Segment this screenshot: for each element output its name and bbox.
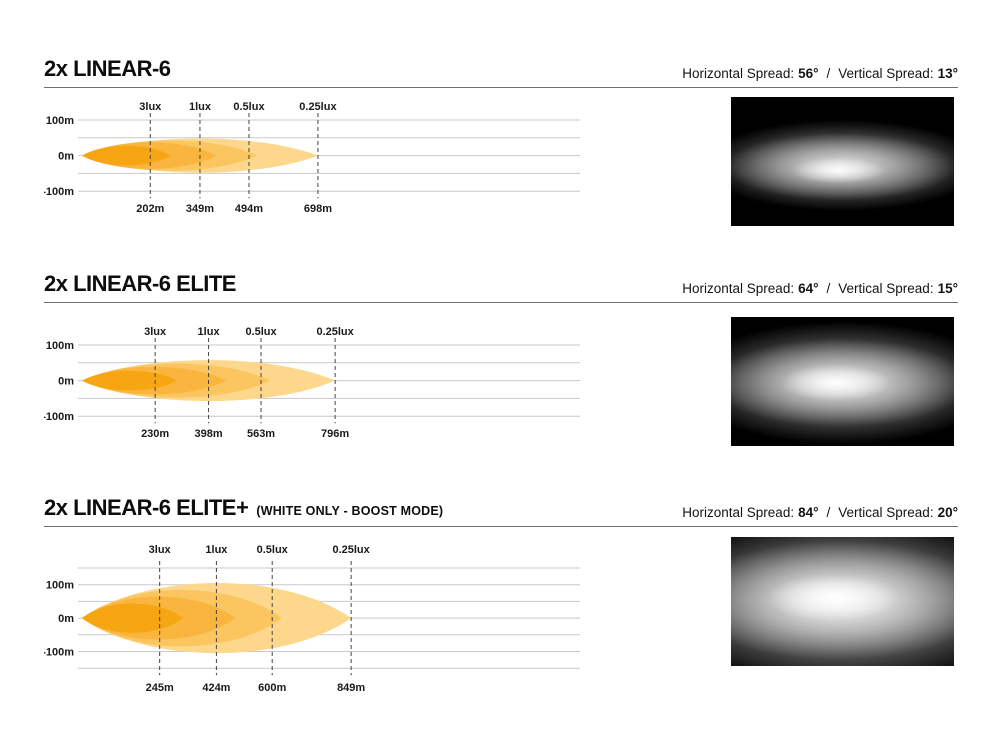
horizontal-spread-label: Horizontal Spread:: [682, 504, 795, 520]
distance-label: 230m: [141, 428, 169, 440]
y-tick-label: 100m: [46, 340, 74, 352]
y-axis-ticks: 100m 0m -100m: [44, 340, 74, 423]
distance-label: 849m: [337, 682, 365, 694]
lux-label: 0.5lux: [233, 101, 265, 113]
isolux-band-3lux: [82, 603, 183, 633]
lux-distance-markers: 3lux 245m 1lux 424m 0.5lux 600m 0.25lux 849m: [146, 544, 371, 694]
lux-label: 1lux: [189, 101, 212, 113]
lux-label: 0.25lux: [332, 544, 370, 556]
section-header-linear-6-elite-plus: 2x LINEAR-6 ELITE+ (WHITE ONLY - BOOST M…: [44, 491, 958, 527]
isolux-band-3lux: [82, 370, 178, 391]
distance-label: 398m: [194, 428, 222, 440]
section-title-suffix: (WHITE ONLY - BOOST MODE): [256, 504, 444, 518]
y-tick-label: 100m: [46, 115, 74, 127]
section-title-text: 2x LINEAR-6: [44, 56, 171, 81]
lux-label: 1lux: [198, 326, 221, 338]
spread-separator: /: [826, 65, 831, 81]
lux-label: 0.25lux: [316, 326, 354, 338]
horizontal-spread-value: 64°: [798, 280, 819, 296]
spread-separator: /: [826, 280, 831, 296]
lux-label: 1lux: [205, 544, 228, 556]
section-title-linear-6-elite-plus: 2x LINEAR-6 ELITE+ (WHITE ONLY - BOOST M…: [44, 497, 443, 519]
lux-label: 3lux: [149, 544, 172, 556]
spread-info-linear-6-elite-plus: Horizontal Spread: 84° / Vertical Spread…: [682, 504, 958, 520]
vertical-spread-label: Vertical Spread:: [838, 65, 934, 81]
y-tick-label: 0m: [58, 613, 74, 625]
spread-info-linear-6-elite: Horizontal Spread: 64° / Vertical Spread…: [682, 280, 958, 296]
distance-label: 349m: [186, 203, 214, 215]
horizontal-spread-value: 84°: [798, 504, 819, 520]
spread-info-linear-6: Horizontal Spread: 56° / Vertical Spread…: [682, 65, 958, 81]
y-tick-label: 0m: [58, 151, 74, 163]
lux-distance-markers: 3lux 230m 1lux 398m 0.5lux 563m 0.25lux 796m: [141, 326, 355, 440]
lux-distance-markers: 3lux 202m 1lux 349m 0.5lux 494m 0.25lux 698m: [136, 101, 337, 215]
section-title-linear-6: 2x LINEAR-6: [44, 58, 179, 80]
section-header-linear-6-elite: 2x LINEAR-6 ELITE Horizontal Spread: 64°…: [44, 267, 958, 303]
distance-label: 494m: [235, 203, 263, 215]
vertical-spread-label: Vertical Spread:: [838, 280, 934, 296]
horizontal-spread-value: 56°: [798, 65, 819, 81]
distance-label: 600m: [258, 682, 286, 694]
vertical-spread-value: 20°: [937, 504, 958, 520]
distance-label: 563m: [247, 428, 275, 440]
distance-label: 424m: [202, 682, 230, 694]
vertical-spread-value: 13°: [937, 65, 958, 81]
lux-label: 3lux: [139, 101, 162, 113]
lux-label: 0.5lux: [245, 326, 277, 338]
isolux-chart-linear-6: 3lux 202m 1lux 349m 0.5lux 494m 0.25lux 698m 100…: [44, 101, 580, 215]
lux-label: 0.5lux: [257, 544, 289, 556]
section-title-text: 2x LINEAR-6 ELITE: [44, 271, 236, 296]
isolux-chart-linear-6-elite-plus: 3lux 245m 1lux 424m 0.5lux 600m 0.25lux 849m 100…: [44, 544, 580, 694]
vertical-spread-label: Vertical Spread:: [838, 504, 934, 520]
distance-label: 245m: [146, 682, 174, 694]
lux-label: 0.25lux: [299, 101, 337, 113]
y-tick-label: -100m: [44, 411, 74, 423]
y-tick-label: -100m: [44, 647, 74, 659]
distance-label: 796m: [321, 428, 349, 440]
lux-label: 3lux: [144, 326, 167, 338]
beam-photo-linear-6-elite: [731, 317, 954, 446]
horizontal-spread-label: Horizontal Spread:: [682, 65, 795, 81]
distance-label: 202m: [136, 203, 164, 215]
distance-label: 698m: [304, 203, 332, 215]
y-axis-ticks: 100m 0m -100m: [44, 580, 74, 659]
y-tick-label: 0m: [58, 376, 74, 388]
beam-photo-linear-6-elite-plus: [731, 537, 954, 666]
section-header-linear-6: 2x LINEAR-6 Horizontal Spread: 56° / Ver…: [44, 52, 958, 88]
section-title-linear-6-elite: 2x LINEAR-6 ELITE: [44, 273, 244, 295]
spread-separator: /: [826, 504, 831, 520]
beam-photo-linear-6: [731, 97, 954, 226]
isolux-band-3lux: [82, 145, 171, 166]
y-axis-ticks: 100m 0m -100m: [44, 115, 74, 198]
vertical-spread-value: 15°: [937, 280, 958, 296]
y-tick-label: -100m: [44, 186, 74, 198]
horizontal-spread-label: Horizontal Spread:: [682, 280, 795, 296]
isolux-chart-linear-6-elite: 3lux 230m 1lux 398m 0.5lux 563m 0.25lux 796m 100…: [44, 326, 580, 440]
y-tick-label: 100m: [46, 580, 74, 592]
beam-contours: [82, 360, 336, 402]
section-title-text: 2x LINEAR-6 ELITE+: [44, 495, 249, 520]
